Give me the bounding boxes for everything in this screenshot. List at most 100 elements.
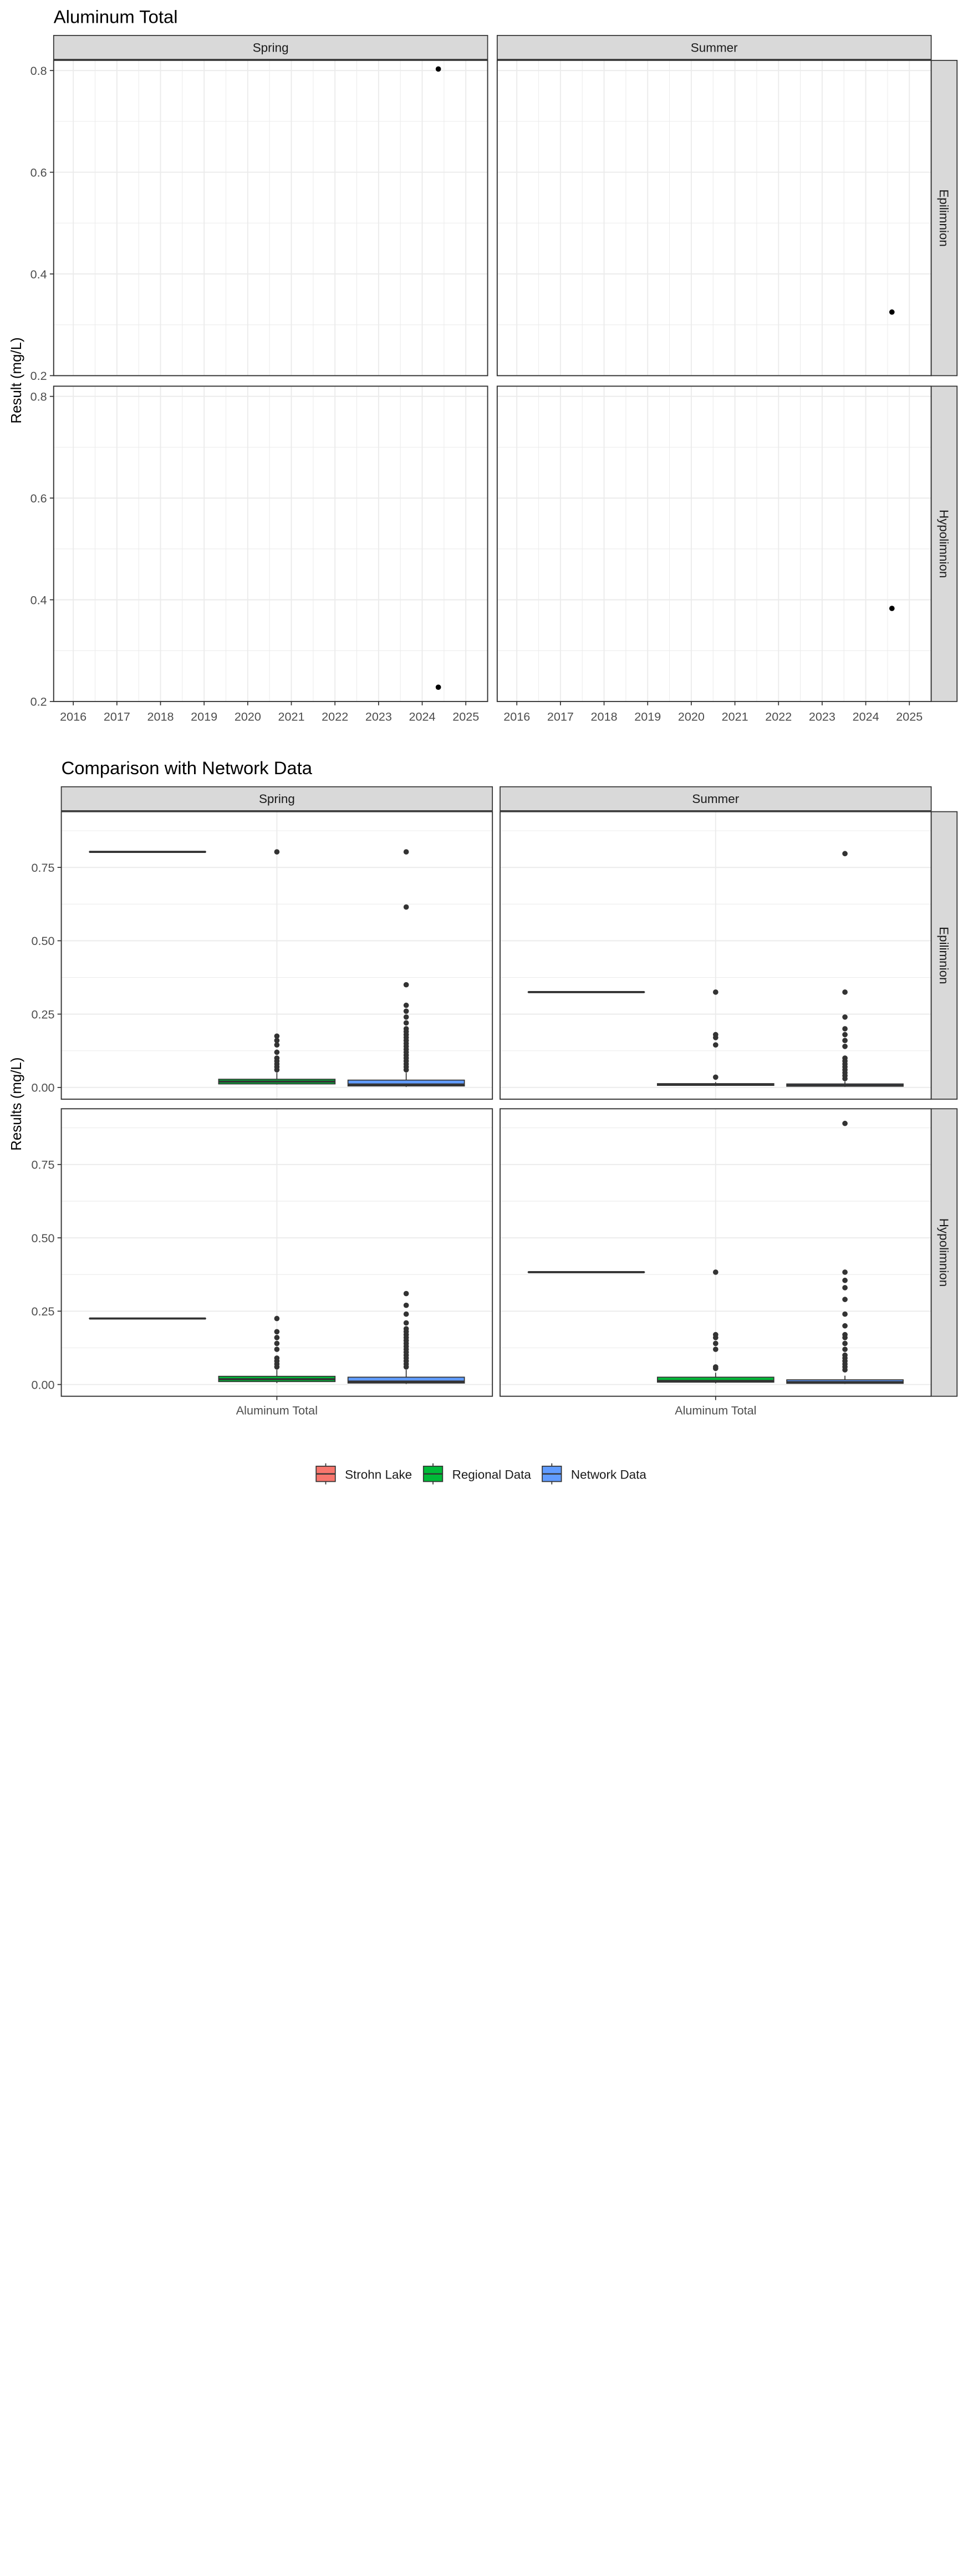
outlier-point	[713, 1341, 718, 1347]
strip-label-epilimnion: Epilimnion	[937, 189, 951, 247]
chart2-y-axis-label: Results (mg/L)	[9, 1057, 24, 1150]
x-tick-label: 2018	[147, 709, 174, 723]
outlier-point	[842, 1026, 848, 1032]
data-point	[889, 309, 895, 315]
data-point	[889, 606, 895, 611]
outlier-point	[842, 1044, 848, 1049]
data-point	[436, 67, 441, 72]
chart1-title: Aluminum Total	[54, 6, 178, 27]
outlier-point	[274, 1050, 280, 1055]
strip-label-spring: Spring	[259, 792, 295, 806]
y-tick-label: 0.2	[30, 695, 47, 709]
outlier-point	[274, 1316, 280, 1322]
strip-label-epilimnion: Epilimnion	[937, 927, 951, 984]
outlier-point	[713, 1035, 718, 1040]
outlier-point	[842, 1032, 848, 1038]
outlier-point	[842, 1038, 848, 1043]
outlier-point	[842, 1367, 848, 1373]
strip-label-hypolimnion: Hypolimnion	[937, 510, 951, 578]
x-tick-label: 2020	[678, 709, 705, 723]
outlier-point	[274, 1347, 280, 1352]
outlier-point	[404, 1312, 409, 1317]
outlier-point	[842, 989, 848, 995]
y-tick-label: 0.6	[30, 165, 47, 179]
outlier-point	[404, 1008, 409, 1014]
y-tick-label: 0.75	[31, 861, 54, 875]
y-tick-label: 0.00	[31, 1378, 54, 1391]
x-tick-label: 2017	[547, 709, 574, 723]
panel-summer-hypolimnion	[497, 386, 931, 702]
x-tick-label: 2019	[634, 709, 661, 723]
outlier-point	[842, 851, 848, 856]
outlier-point	[842, 1285, 848, 1290]
outlier-point	[713, 1347, 718, 1352]
panel-summer-hypolimnion	[500, 1109, 931, 1396]
outlier-point	[713, 989, 718, 995]
outlier-point	[274, 849, 280, 855]
x-tick-label: 2017	[104, 709, 130, 723]
x-tick-label: 2020	[235, 709, 261, 723]
panel-summer-epilimnion	[497, 60, 931, 376]
outlier-point	[842, 1335, 848, 1340]
outlier-point	[404, 905, 409, 910]
x-tick-label: 2016	[503, 709, 530, 723]
y-tick-label: 0.8	[30, 389, 47, 403]
strip-label-summer: Summer	[692, 792, 739, 806]
x-tick-label: 2025	[896, 709, 923, 723]
outlier-point	[274, 1335, 280, 1340]
outlier-point	[274, 1067, 280, 1073]
x-tick-label: 2023	[809, 709, 835, 723]
outlier-point	[404, 1003, 409, 1008]
legend-label-regional-data: Regional Data	[452, 1467, 532, 1481]
y-tick-label: 0.2	[30, 369, 47, 383]
chart1-y-axis-label: Result (mg/L)	[9, 337, 24, 423]
y-tick-label: 0.8	[30, 64, 47, 78]
x-tick-label: Aluminum Total	[236, 1404, 318, 1417]
x-tick-label: 2025	[452, 709, 479, 723]
outlier-point	[842, 1076, 848, 1081]
legend-label-strohn-lake: Strohn Lake	[345, 1467, 412, 1481]
strip-label-spring: Spring	[253, 40, 289, 54]
outlier-point	[842, 1121, 848, 1126]
x-tick-label: 2022	[322, 709, 348, 723]
data-point	[436, 684, 441, 690]
x-tick-label: 2018	[591, 709, 618, 723]
outlier-point	[404, 1291, 409, 1297]
y-tick-label: 0.4	[30, 267, 47, 281]
panel-spring-hypolimnion	[62, 1109, 493, 1396]
x-tick-label: 2024	[853, 709, 879, 723]
outlier-point	[404, 1014, 409, 1020]
outlier-point	[404, 1303, 409, 1308]
x-tick-label: 2021	[722, 709, 748, 723]
outlier-point	[842, 1297, 848, 1302]
x-tick-label: 2022	[765, 709, 792, 723]
outlier-point	[404, 1067, 409, 1073]
y-tick-label: 0.6	[30, 491, 47, 505]
outlier-point	[274, 1364, 280, 1370]
panel-spring-hypolimnion	[54, 386, 488, 702]
outlier-point	[842, 1341, 848, 1347]
outlier-point	[404, 1020, 409, 1026]
outlier-point	[274, 1341, 280, 1347]
outlier-point	[842, 1269, 848, 1275]
y-tick-label: 0.25	[31, 1007, 54, 1021]
outlier-point	[713, 1042, 718, 1048]
figure-svg: Aluminum Total Result (mg/L) Spring Summe…	[0, 0, 958, 1491]
outlier-point	[713, 1366, 718, 1371]
strip-label-summer: Summer	[691, 40, 738, 54]
x-tick-label: 2019	[191, 709, 217, 723]
panel-spring-epilimnion	[62, 812, 493, 1099]
y-tick-label: 0.4	[30, 593, 47, 607]
x-tick-label: Aluminum Total	[675, 1404, 756, 1417]
outlier-point	[842, 1014, 848, 1020]
panel-summer-epilimnion	[500, 812, 931, 1099]
chart2-title: Comparison with Network Data	[62, 758, 313, 778]
outlier-point	[842, 1347, 848, 1352]
y-tick-label: 0.75	[31, 1158, 54, 1172]
outlier-point	[404, 1320, 409, 1326]
y-tick-label: 0.00	[31, 1081, 54, 1095]
x-tick-label: 2021	[278, 709, 305, 723]
legend-label-network-data: Network Data	[571, 1467, 647, 1481]
y-tick-label: 0.50	[31, 1231, 54, 1245]
